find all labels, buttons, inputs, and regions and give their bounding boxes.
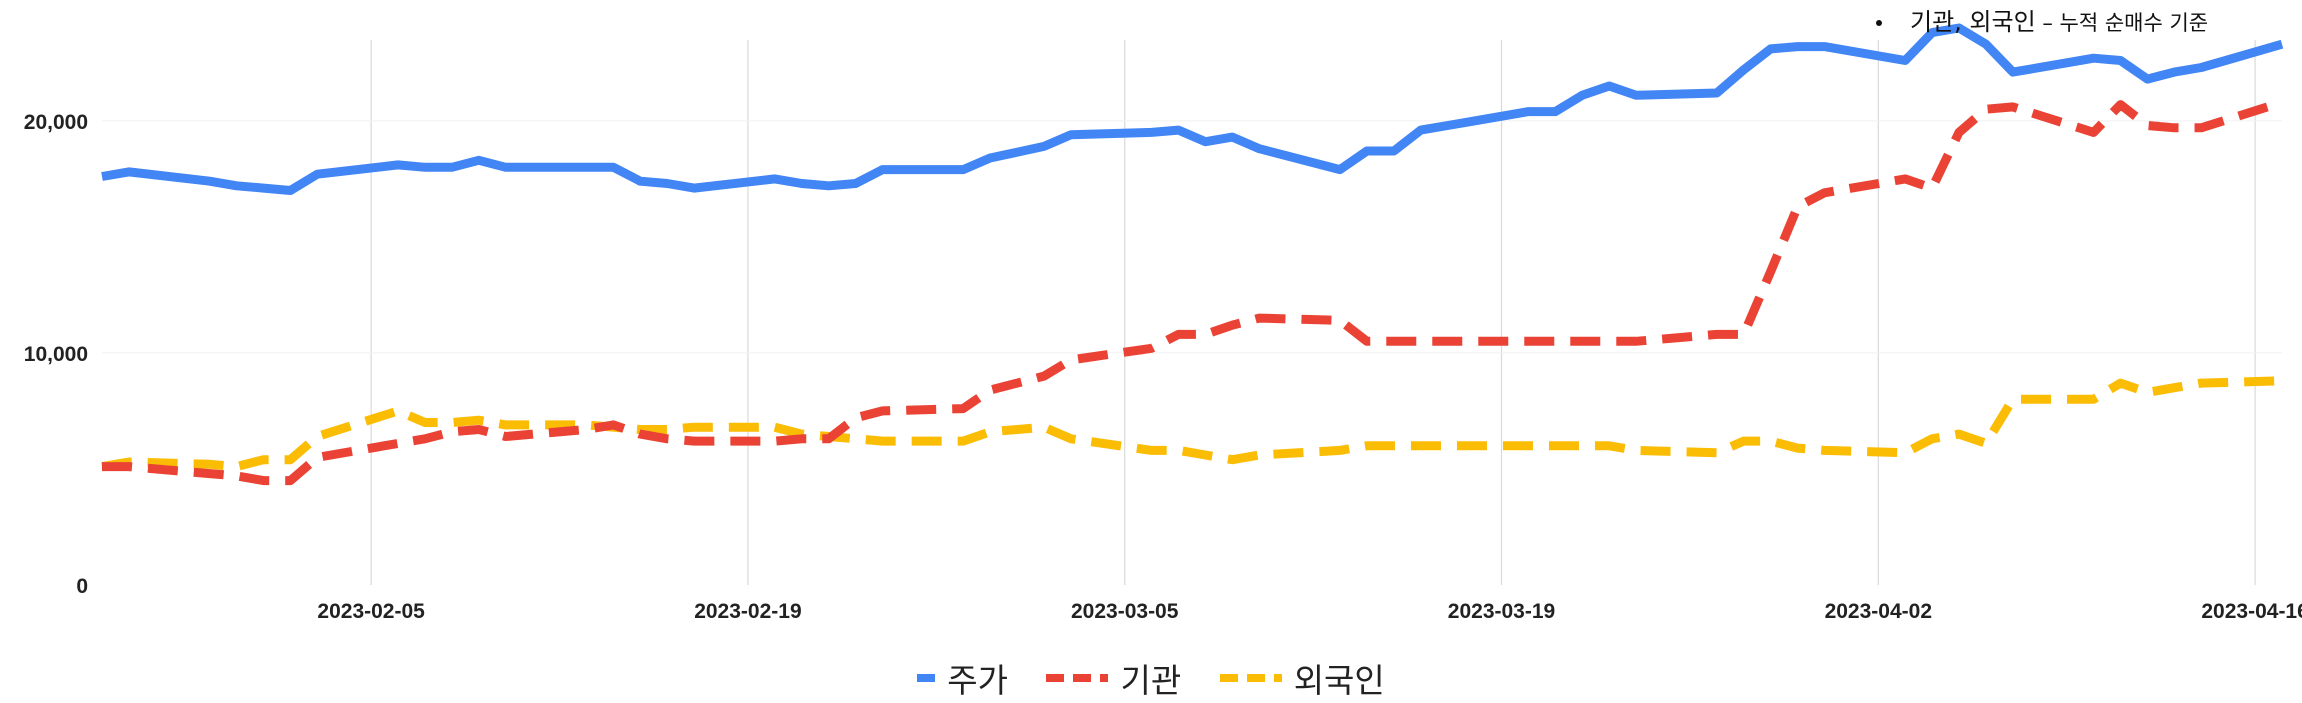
x-tick-label: 2023-02-19: [694, 600, 801, 623]
series-line-foreign: [101, 376, 2283, 472]
x-tick-label: 2023-02-05: [317, 600, 425, 623]
legend-label-price: 주가: [947, 661, 1008, 700]
series-lines: [101, 23, 2284, 486]
y-tick-label: 20,000: [24, 111, 88, 134]
bullet-icon: [1876, 20, 1882, 26]
legend: 주가 기관 외국인: [0, 651, 2302, 702]
legend-swatch-price: [917, 674, 936, 682]
legend-label-foreign: 외국인: [1293, 661, 1385, 700]
note-sub: – 누적 순매수 기준: [2035, 11, 2209, 35]
chart-note: 기관, 외국인 – 누적 순매수 기준: [1876, 2, 2208, 37]
legend-label-institution: 기관: [1120, 661, 1182, 700]
x-tick-label: 2023-04-02: [1825, 600, 1932, 623]
x-tick-label: 2023-03-05: [1071, 600, 1179, 623]
x-tick-label: 2023-03-19: [1448, 600, 1555, 623]
y-axis: 0 10,000 20,000: [24, 111, 88, 598]
legend-item-price: 주가: [917, 654, 1008, 702]
note-main: 기관, 외국인: [1910, 8, 2036, 36]
legend-item-institution: 기관: [1046, 654, 1181, 702]
y-tick-label: 0: [76, 575, 88, 598]
series-line-institution: [102, 98, 2284, 486]
legend-swatch-foreign: [1219, 674, 1282, 682]
legend-item-foreign: 외국인: [1219, 654, 1385, 702]
y-tick-label: 10,000: [24, 343, 88, 366]
x-axis: 2023-02-05 2023-02-19 2023-03-05 2023-03-19…: [317, 600, 2302, 623]
legend-swatch-institution: [1046, 674, 1109, 682]
series-line-price: [101, 23, 2284, 195]
vertical-gridlines: [102, 40, 2282, 585]
x-tick-label: 2023-04-16: [2201, 600, 2302, 623]
